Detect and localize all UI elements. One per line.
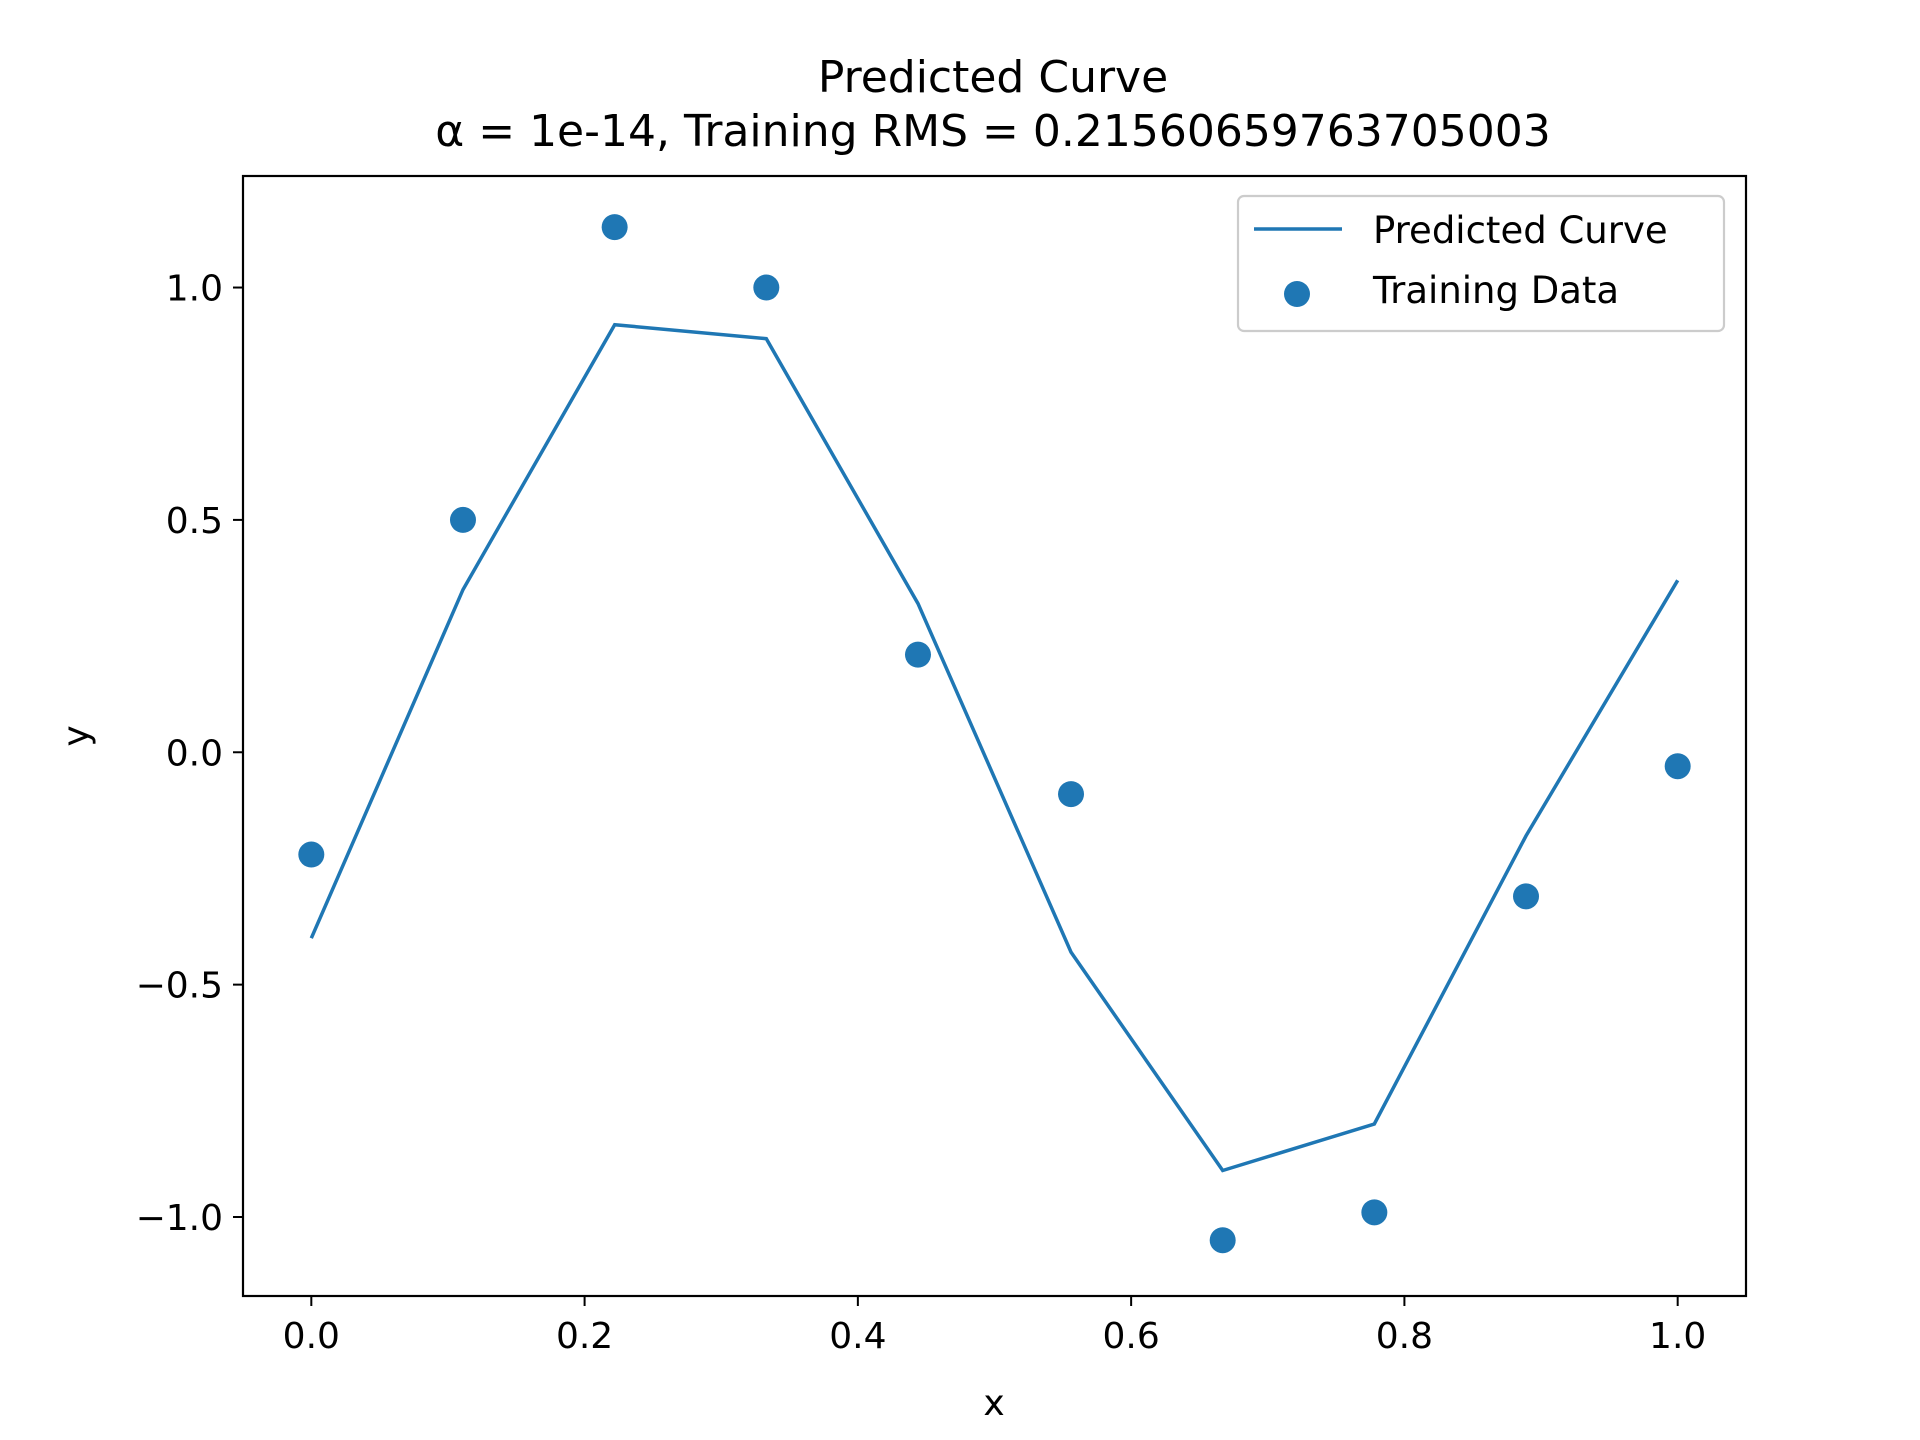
x-axis-label: x <box>983 1383 1004 1424</box>
legend-box <box>1236 194 1726 333</box>
training-data-point <box>753 274 780 301</box>
training-data-point <box>298 841 325 868</box>
plot-frame <box>241 174 1748 1298</box>
y-axis-label: y <box>56 725 97 746</box>
training-data-point <box>601 214 628 241</box>
x-tick-label: 0.0 <box>283 1316 340 1357</box>
x-tick-label: 0.2 <box>556 1316 613 1357</box>
y-tick-label: 1.0 <box>166 269 223 310</box>
training-data-point <box>1209 1227 1236 1254</box>
x-axis-ticks: 0.0 0.2 0.4 0.6 0.8 1.0 <box>283 1296 1706 1357</box>
training-data-layer <box>298 214 1691 1254</box>
y-axis-ticks: 1.0 0.5 0.0 −0.5 −1.0 <box>136 269 243 1239</box>
y-tick-label: −1.0 <box>136 1198 223 1239</box>
predicted-curve-layer <box>309 322 1680 1173</box>
legend-label-predicted-curve: Predicted Curve <box>1373 209 1668 252</box>
chart-subtitle: α = 1e-14, Training RMS = 0.215606597637… <box>435 106 1551 157</box>
plot-area <box>243 176 1746 1296</box>
training-data-point <box>449 506 476 533</box>
x-tick-label: 0.8 <box>1376 1316 1433 1357</box>
x-tick-label: 0.4 <box>829 1316 886 1357</box>
training-data-point <box>1664 753 1691 780</box>
y-tick-label: −0.5 <box>136 966 223 1007</box>
training-data-point <box>1058 781 1085 808</box>
training-data-point <box>1361 1199 1388 1226</box>
training-data-point <box>904 641 931 668</box>
x-tick-label: 1.0 <box>1649 1316 1706 1357</box>
y-tick-label: 0.5 <box>166 501 223 542</box>
predicted-curve-line <box>309 322 1680 1173</box>
chart-title: Predicted Curve <box>818 52 1168 103</box>
training-data-point <box>1513 883 1540 910</box>
x-tick-label: 0.6 <box>1103 1316 1160 1357</box>
legend-marker-swatch <box>1284 281 1310 307</box>
y-tick-label: 0.0 <box>166 733 223 774</box>
legend: Predicted Curve Training Data <box>1236 194 1726 333</box>
legend-label-training-data: Training Data <box>1372 269 1619 312</box>
